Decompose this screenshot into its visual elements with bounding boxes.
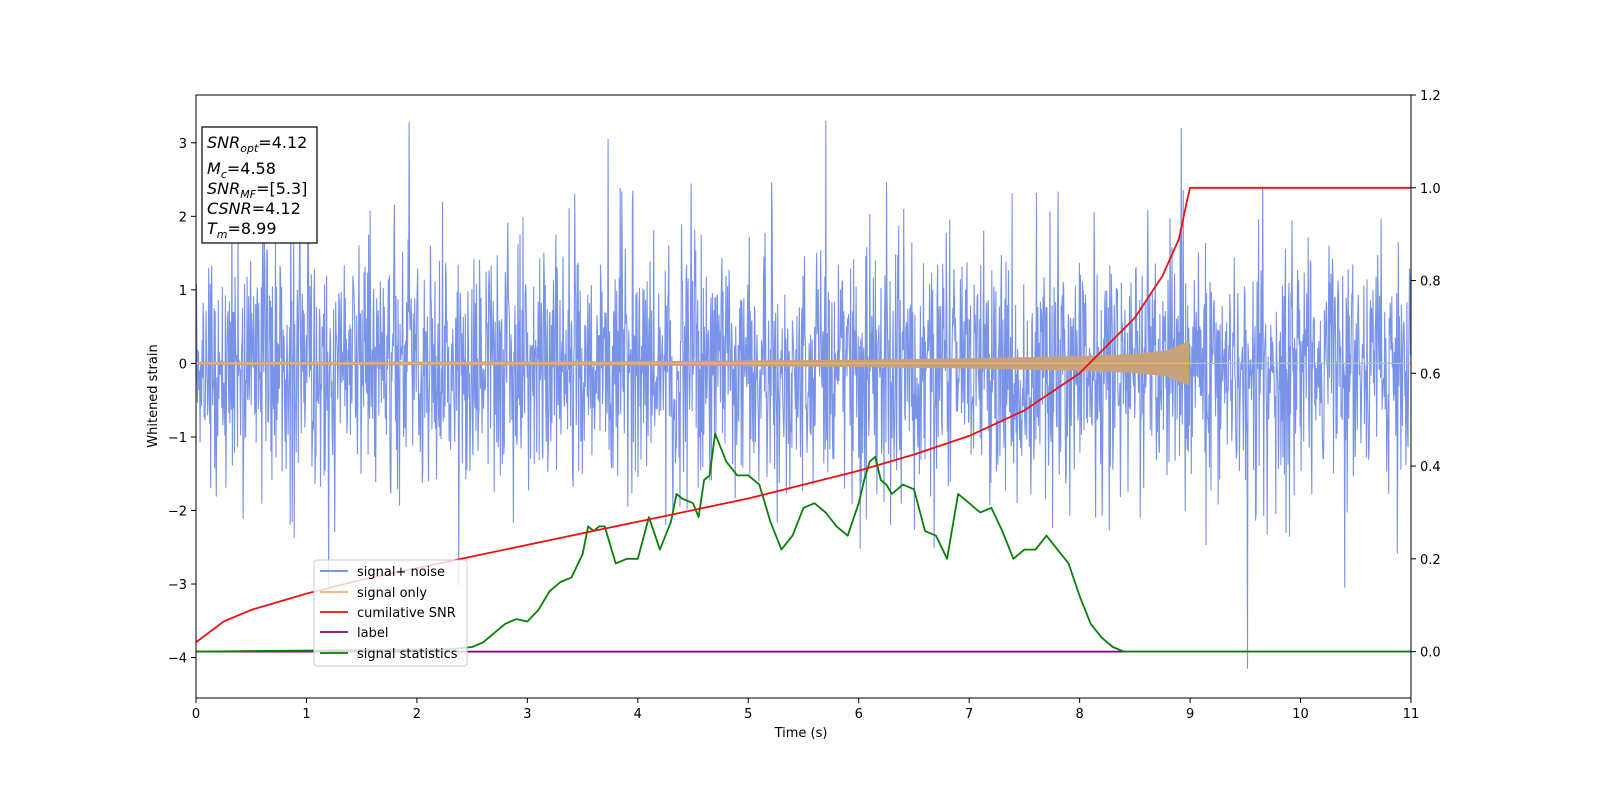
info-box: SNRopt=4.12 Mc=4.58 SNRMF=[5.3] CSNR=4.1… bbox=[201, 126, 318, 244]
y-right-tick-label: 1.2 bbox=[1420, 89, 1441, 104]
legend-label-signal-only: signal only bbox=[357, 586, 427, 601]
x-tick-label: 10 bbox=[1292, 707, 1309, 722]
y-left-tick-label: 1 bbox=[179, 284, 187, 299]
signal-noise-line bbox=[196, 120, 1411, 669]
y-left-tick-label: 3 bbox=[179, 137, 187, 152]
info-snr-opt: SNRopt=4.12 bbox=[207, 133, 307, 155]
x-axis-title: Time (s) bbox=[774, 726, 828, 741]
signal-only-series bbox=[196, 341, 1411, 386]
signal-noise-series bbox=[196, 120, 1411, 669]
x-tick-label: 6 bbox=[855, 707, 863, 722]
x-axis: 0 1 2 3 4 5 6 7 8 9 10 11 bbox=[192, 698, 1419, 722]
x-tick-label: 2 bbox=[413, 707, 421, 722]
y-left-tick-label: −4 bbox=[168, 652, 187, 667]
x-tick-label: 5 bbox=[744, 707, 752, 722]
y-left-tick-label: 0 bbox=[179, 357, 187, 372]
legend-label-cumulative-snr: cumilative SNR bbox=[357, 606, 456, 621]
x-tick-label: 4 bbox=[634, 707, 642, 722]
legend: signal+ noise signal only cumilative SNR… bbox=[313, 559, 468, 667]
signal-statistics-line bbox=[196, 432, 1411, 653]
info-snr-mf: SNRMF=[5.3] bbox=[207, 179, 307, 201]
x-tick-label: 9 bbox=[1186, 707, 1194, 722]
y-axis-title: Whitened strain bbox=[146, 344, 161, 447]
y-left-tick-label: −3 bbox=[168, 578, 187, 593]
plot-frame bbox=[195, 94, 1412, 699]
legend-label-label: label bbox=[357, 626, 388, 641]
info-csnr: CSNR=4.12 bbox=[207, 199, 301, 218]
x-tick-label: 1 bbox=[302, 707, 310, 722]
x-tick-label: 8 bbox=[1075, 707, 1083, 722]
y-left-tick-label: −2 bbox=[168, 504, 187, 519]
x-tick-label: 3 bbox=[523, 707, 531, 722]
y-right-tick-label: 0.0 bbox=[1420, 646, 1441, 661]
x-tick-label: 0 bbox=[192, 707, 200, 722]
x-tick-label: 11 bbox=[1403, 707, 1420, 722]
y-right-tick-label: 0.8 bbox=[1420, 275, 1441, 290]
x-tick-label: 7 bbox=[965, 707, 973, 722]
legend-label-signal-noise: signal+ noise bbox=[357, 565, 445, 580]
y-right-tick-label: 1.0 bbox=[1420, 182, 1441, 197]
y-left-tick-label: 2 bbox=[179, 210, 187, 225]
info-mc: Mc=4.58 bbox=[207, 159, 276, 181]
y-axis-left: −4 −3 −2 −1 0 1 2 3 bbox=[168, 137, 196, 667]
y-axis-right: 0.0 0.2 0.4 0.6 0.8 1.0 1.2 bbox=[1411, 89, 1441, 661]
y-right-tick-label: 0.2 bbox=[1420, 553, 1441, 568]
y-right-tick-label: 0.4 bbox=[1420, 460, 1441, 475]
info-tm: Tm=8.99 bbox=[207, 219, 277, 241]
y-right-tick-label: 0.6 bbox=[1420, 367, 1441, 382]
legend-label-signal-statistics: signal statistics bbox=[357, 647, 458, 662]
y-left-tick-label: −1 bbox=[168, 431, 187, 446]
